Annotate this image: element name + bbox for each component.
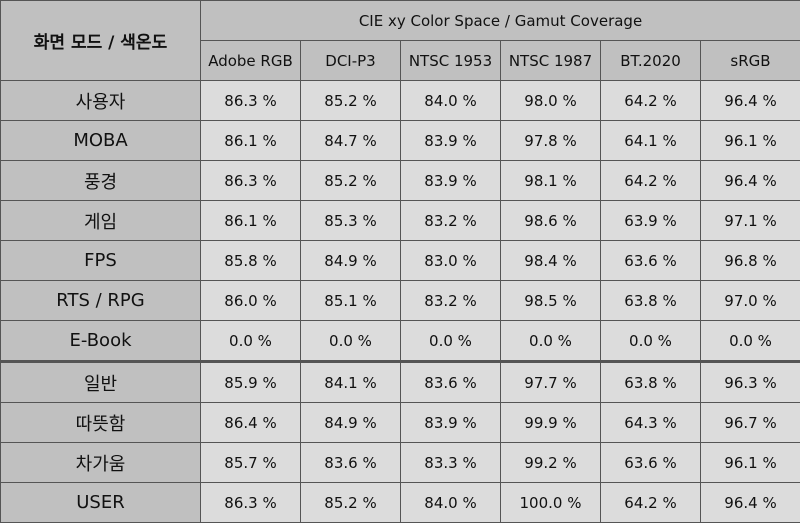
- value-cell: 0.0 %: [701, 321, 800, 362]
- row-label: 따뜻함: [1, 403, 201, 443]
- value-cell: 98.4 %: [501, 241, 601, 281]
- group-header: CIE xy Color Space / Gamut Coverage: [201, 1, 800, 41]
- value-cell: 96.7 %: [701, 403, 800, 443]
- value-cell: 83.9 %: [401, 161, 501, 201]
- value-cell: 98.5 %: [501, 281, 601, 321]
- value-cell: 86.4 %: [201, 403, 301, 443]
- value-cell: 83.9 %: [401, 403, 501, 443]
- value-cell: 0.0 %: [201, 321, 301, 362]
- value-cell: 0.0 %: [301, 321, 401, 362]
- value-cell: 83.0 %: [401, 241, 501, 281]
- value-cell: 83.9 %: [401, 121, 501, 161]
- value-cell: 86.0 %: [201, 281, 301, 321]
- value-cell: 85.2 %: [301, 81, 401, 121]
- value-cell: 99.9 %: [501, 403, 601, 443]
- value-cell: 84.7 %: [301, 121, 401, 161]
- column-header: NTSC 1987: [501, 41, 601, 81]
- value-cell: 99.2 %: [501, 443, 601, 483]
- value-cell: 96.4 %: [701, 483, 800, 523]
- value-cell: 98.1 %: [501, 161, 601, 201]
- value-cell: 64.1 %: [601, 121, 701, 161]
- value-cell: 0.0 %: [401, 321, 501, 362]
- row-label: 풍경: [1, 161, 201, 201]
- column-header: Adobe RGB: [201, 41, 301, 81]
- corner-header: 화면 모드 / 색온도: [1, 1, 201, 81]
- column-header: BT.2020: [601, 41, 701, 81]
- row-label: USER: [1, 483, 201, 523]
- value-cell: 85.7 %: [201, 443, 301, 483]
- value-cell: 86.3 %: [201, 483, 301, 523]
- value-cell: 83.2 %: [401, 281, 501, 321]
- value-cell: 85.8 %: [201, 241, 301, 281]
- value-cell: 100.0 %: [501, 483, 601, 523]
- value-cell: 83.3 %: [401, 443, 501, 483]
- row-label: E-Book: [1, 321, 201, 362]
- value-cell: 84.9 %: [301, 403, 401, 443]
- value-cell: 84.1 %: [301, 362, 401, 403]
- value-cell: 63.6 %: [601, 443, 701, 483]
- value-cell: 63.6 %: [601, 241, 701, 281]
- value-cell: 98.6 %: [501, 201, 601, 241]
- value-cell: 97.8 %: [501, 121, 601, 161]
- row-label: 사용자: [1, 81, 201, 121]
- value-cell: 85.2 %: [301, 161, 401, 201]
- value-cell: 96.4 %: [701, 161, 800, 201]
- value-cell: 85.1 %: [301, 281, 401, 321]
- value-cell: 85.2 %: [301, 483, 401, 523]
- value-cell: 86.3 %: [201, 161, 301, 201]
- value-cell: 97.1 %: [701, 201, 800, 241]
- value-cell: 64.3 %: [601, 403, 701, 443]
- value-cell: 86.1 %: [201, 121, 301, 161]
- value-cell: 64.2 %: [601, 161, 701, 201]
- value-cell: 97.7 %: [501, 362, 601, 403]
- value-cell: 83.2 %: [401, 201, 501, 241]
- value-cell: 84.0 %: [401, 483, 501, 523]
- value-cell: 98.0 %: [501, 81, 601, 121]
- value-cell: 85.3 %: [301, 201, 401, 241]
- value-cell: 83.6 %: [401, 362, 501, 403]
- value-cell: 96.1 %: [701, 443, 800, 483]
- row-label: FPS: [1, 241, 201, 281]
- value-cell: 84.0 %: [401, 81, 501, 121]
- value-cell: 86.3 %: [201, 81, 301, 121]
- value-cell: 84.9 %: [301, 241, 401, 281]
- value-cell: 96.8 %: [701, 241, 800, 281]
- row-label: 게임: [1, 201, 201, 241]
- value-cell: 97.0 %: [701, 281, 800, 321]
- row-label: 일반: [1, 362, 201, 403]
- value-cell: 64.2 %: [601, 81, 701, 121]
- value-cell: 0.0 %: [501, 321, 601, 362]
- row-label: RTS / RPG: [1, 281, 201, 321]
- value-cell: 83.6 %: [301, 443, 401, 483]
- value-cell: 96.4 %: [701, 81, 800, 121]
- column-header: NTSC 1953: [401, 41, 501, 81]
- row-label: MOBA: [1, 121, 201, 161]
- value-cell: 96.1 %: [701, 121, 800, 161]
- value-cell: 0.0 %: [601, 321, 701, 362]
- value-cell: 64.2 %: [601, 483, 701, 523]
- value-cell: 63.8 %: [601, 281, 701, 321]
- column-header: sRGB: [701, 41, 800, 81]
- column-header: DCI-P3: [301, 41, 401, 81]
- value-cell: 86.1 %: [201, 201, 301, 241]
- value-cell: 63.8 %: [601, 362, 701, 403]
- value-cell: 85.9 %: [201, 362, 301, 403]
- row-label: 차가움: [1, 443, 201, 483]
- value-cell: 63.9 %: [601, 201, 701, 241]
- value-cell: 96.3 %: [701, 362, 800, 403]
